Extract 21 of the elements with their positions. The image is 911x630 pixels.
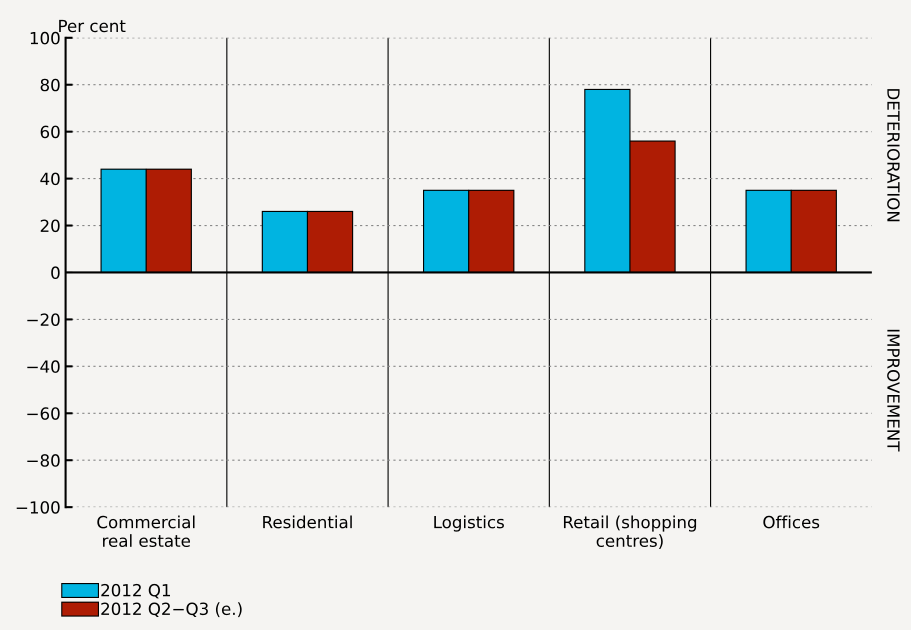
- x-tick-label: Offices: [763, 515, 820, 528]
- text: IMPROVEMENT: [887, 330, 900, 452]
- y-axis-title: Per cent: [59, 20, 126, 32]
- x-tick-label: Retail (shopping centres): [564, 515, 696, 550]
- x-tick-label: Logistics: [434, 515, 504, 532]
- y-tick-label: −80: [27, 454, 60, 467]
- y-tick-label: −100: [16, 501, 60, 514]
- legend-label: 2012 Q1: [101, 584, 170, 598]
- y-tick-label: −40: [27, 360, 60, 373]
- y-tick-label: −60: [27, 407, 60, 420]
- y-tick-label: 0: [51, 266, 60, 280]
- x-tick-label: Commercial real estate: [97, 515, 194, 548]
- y-tick-label: 60: [40, 126, 60, 138]
- y-tick-label: 100: [30, 32, 60, 44]
- legend-label: 2012 Q2−Q3 (e.): [101, 602, 242, 618]
- y-tick-label: −20: [27, 313, 60, 326]
- text: DETERIORATION: [887, 89, 900, 222]
- x-tick-label: Residential: [263, 515, 352, 528]
- y-tick-label: 40: [40, 172, 60, 186]
- y-tick-label: 20: [40, 220, 60, 232]
- y-tick-label: 80: [40, 78, 60, 92]
